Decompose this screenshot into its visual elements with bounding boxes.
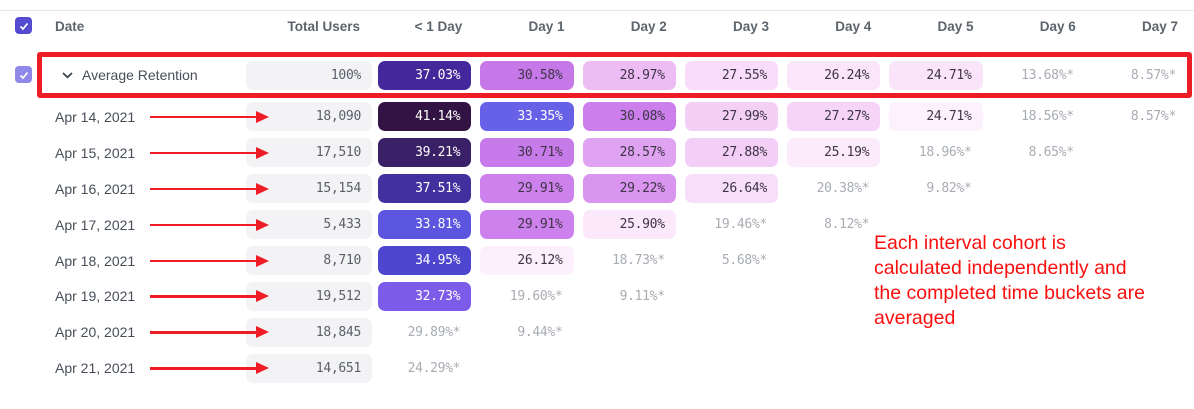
average-retention-label-cell: Average Retention [40,67,243,83]
retention-cell: 19.46%* [714,217,767,233]
retention-cell: 8.12%* [824,217,870,233]
retention-cell: 13.68%* [1021,67,1074,83]
retention-cell: 18.56%* [1021,109,1074,125]
retention-cell[interactable]: 26.24% [787,60,881,90]
retention-cell[interactable]: 32.73% [378,281,472,311]
retention-cell[interactable]: 25.90% [582,210,676,240]
retention-cell[interactable]: 33.81% [378,210,472,240]
column-header-total-users: Total Users [287,18,360,34]
column-header-day6: Day 6 [1039,18,1076,34]
total-users-pill: 14,651 [246,353,372,383]
retention-cell[interactable]: 25.19% [787,138,881,168]
date-label: Apr 19, 2021 [55,288,136,305]
retention-cell[interactable]: 29.91% [480,174,574,204]
table-top-border [0,10,1194,11]
chevron-down-icon[interactable] [62,71,73,79]
retention-cell: 8.57%* [1130,67,1176,83]
average-retention-row: Average Retention 100% 37.03% 30.58% 28.97… [0,52,1194,98]
average-total-pill: 100% [246,60,372,90]
total-users-pill: 17,510 [246,138,372,168]
retention-cell[interactable]: 30.71% [480,138,574,168]
retention-cell[interactable]: 24.71% [889,60,983,90]
total-users-pill: 5,433 [246,210,372,240]
retention-cell[interactable]: 28.57% [582,138,676,168]
annotation-line: Each interval cohort is [874,232,1066,254]
column-header-day4: Day 4 [835,18,872,34]
date-label: Apr 20, 2021 [55,324,136,341]
total-users-pill: 15,154 [246,174,372,204]
retention-cell[interactable]: 37.51% [378,174,472,204]
retention-cell: 18.96%* [918,145,972,161]
table-row: Apr 18, 2021 8,710 34.95% 26.12% 18.73%* 5.68… [0,243,1194,279]
retention-cell[interactable]: 29.91% [480,210,574,240]
checkmark-icon [19,71,28,79]
table-row: Apr 19, 2021 19,512 32.73% 19.60%* 9.11%* [0,278,1194,314]
date-label: Apr 17, 2021 [55,216,136,233]
total-users-pill: 18,845 [246,317,372,347]
retention-cell: 20.38%* [816,181,870,197]
total-users-pill: 19,512 [246,281,372,311]
retention-cell[interactable]: 39.21% [378,138,472,168]
column-header-day7: Day 7 [1141,18,1178,34]
column-header-day5: Day 5 [937,18,974,34]
column-header-day2: Day 2 [630,18,667,34]
retention-cell[interactable]: 27.99% [684,102,778,132]
date-rows: Apr 14, 2021 18,090 41.14% 33.35% 30.08% 27.9… [0,99,1194,386]
average-row-checkbox[interactable] [15,66,32,83]
retention-cell: 19.60%* [509,288,563,304]
retention-cell[interactable]: 37.03% [378,60,472,90]
checkmark-icon [19,22,28,30]
retention-cell: 8.65%* [1028,145,1074,161]
average-retention-label: Average Retention [82,67,198,83]
column-header-day3: Day 3 [732,18,769,34]
retention-cell: 8.57%* [1130,109,1176,125]
table-row: Apr 17, 2021 5,433 33.81% 29.91% 25.90% 19.46… [0,207,1194,243]
table-row: Apr 15, 2021 17,510 39.21% 30.71% 28.57% 27.8… [0,135,1194,171]
table-header-row: Date Total Users < 1 Day Day 1 Day 2 Day… [0,13,1194,39]
retention-cell[interactable]: 41.14% [378,102,472,132]
retention-cell: 18.73%* [612,253,665,268]
retention-cell[interactable]: 30.08% [582,102,676,132]
date-label: Apr 18, 2021 [55,252,136,269]
annotation-line: averaged [874,307,956,329]
column-header-date: Date [55,18,85,34]
retention-cell[interactable]: 28.97% [582,60,676,90]
select-all-checkbox[interactable] [15,17,32,34]
total-users-pill: 8,710 [246,246,372,275]
table-row: Apr 20, 2021 18,845 29.89%* 9.44%* [0,314,1194,350]
table-row: Apr 16, 2021 15,154 37.51% 29.91% 29.22% 26.6… [0,171,1194,207]
table-row: Apr 14, 2021 18,090 41.14% 33.35% 30.08% 27.9… [0,99,1194,135]
column-header-lt1day: < 1 Day [414,18,463,34]
retention-cell: 29.89%* [407,324,461,340]
annotation-line: calculated independently and [874,257,1127,279]
retention-cell[interactable]: 27.27% [787,102,881,132]
date-label: Apr 21, 2021 [55,360,136,377]
retention-cell[interactable]: 30.58% [480,60,574,90]
retention-cell[interactable]: 33.35% [480,102,574,132]
retention-cell: 5.68%* [721,253,767,268]
table-row: Apr 21, 2021 14,651 24.29%* [0,350,1194,386]
date-label: Apr 16, 2021 [55,180,136,197]
retention-cell: 24.29%* [407,360,461,376]
date-label: Apr 15, 2021 [55,144,136,161]
date-label: Apr 14, 2021 [55,108,136,125]
retention-cell[interactable]: 27.88% [684,138,778,168]
retention-cell: 9.11%* [619,288,665,304]
retention-cell[interactable]: 27.55% [684,60,778,90]
average-retention-section: Average Retention 100% 37.03% 30.58% 28.97… [0,52,1194,98]
retention-cell[interactable]: 29.22% [582,174,676,204]
total-users-pill: 18,090 [246,102,372,132]
retention-cell[interactable]: 34.95% [378,246,472,275]
retention-cell: 9.82%* [926,181,972,197]
annotation-line: the completed time buckets are [874,282,1145,304]
retention-cell[interactable]: 26.64% [684,174,778,204]
annotation-text: Each interval cohort is calculated indepe… [874,231,1194,331]
column-header-day1: Day 1 [528,18,565,34]
retention-cell: 9.44%* [517,324,563,340]
retention-cell[interactable]: 26.12% [480,246,574,275]
retention-cell[interactable]: 24.71% [889,102,983,132]
